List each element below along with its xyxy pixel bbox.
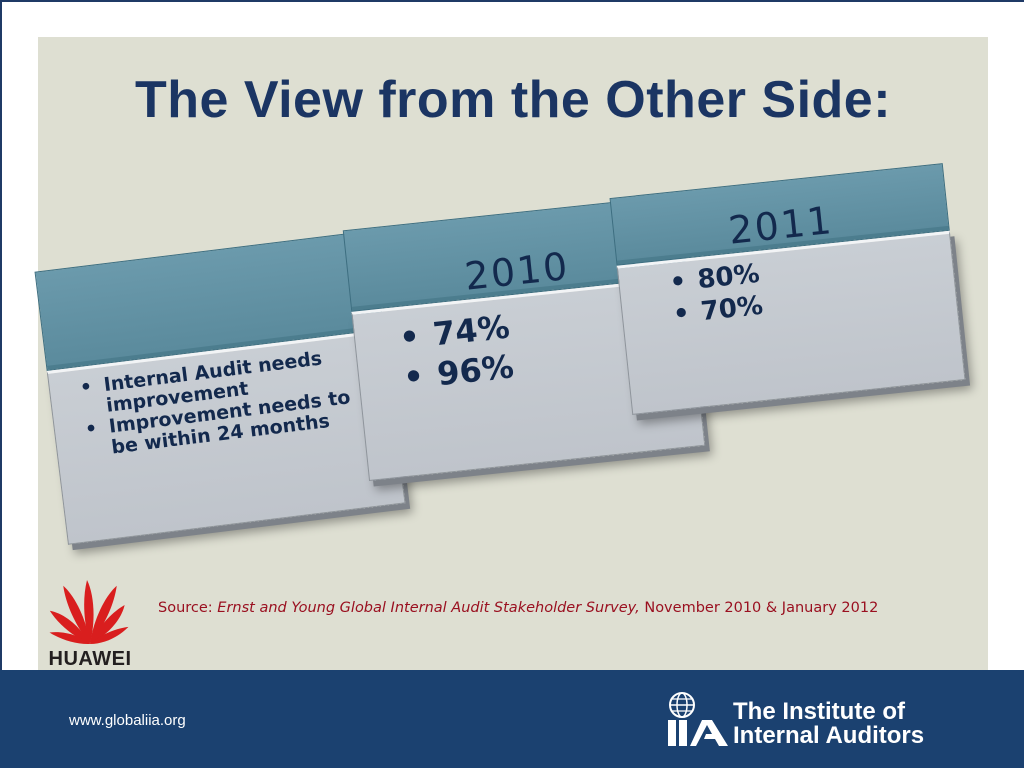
source-prefix: Source:: [158, 600, 218, 616]
bullet-text: 74%: [431, 307, 512, 354]
footer-band: [0, 670, 1024, 768]
iia-globe-icon: [668, 692, 728, 746]
bullet-text: 70%: [699, 290, 765, 328]
bullet-text: 96%: [435, 347, 516, 394]
bullet-icon: •: [397, 316, 422, 357]
bullet-icon: •: [668, 266, 688, 299]
card-2011: 2011 • 80% • 70%: [609, 163, 966, 415]
bullet-icon: •: [78, 375, 94, 399]
iia-line-1: The Institute of: [733, 698, 905, 725]
huawei-petals-icon: [49, 580, 129, 645]
source-dates: November 2010 & January 2012: [639, 600, 879, 616]
source-citation: Source: Ernst and Young Global Internal …: [158, 600, 978, 616]
iia-wordmark: The Institute of Internal Auditors: [733, 700, 924, 748]
huawei-wordmark: HUAWEI: [48, 648, 132, 670]
footer-url-link[interactable]: www.globaliia.org: [69, 712, 186, 729]
source-publication: Ernst and Young Global Internal Audit St…: [217, 600, 640, 616]
bullet-icon: •: [671, 298, 692, 331]
bullet-icon: •: [83, 417, 99, 441]
slide-title: The View from the Other Side:: [134, 71, 892, 129]
iia-line-2: Internal Auditors: [733, 722, 925, 749]
bullet-icon: •: [401, 356, 426, 397]
